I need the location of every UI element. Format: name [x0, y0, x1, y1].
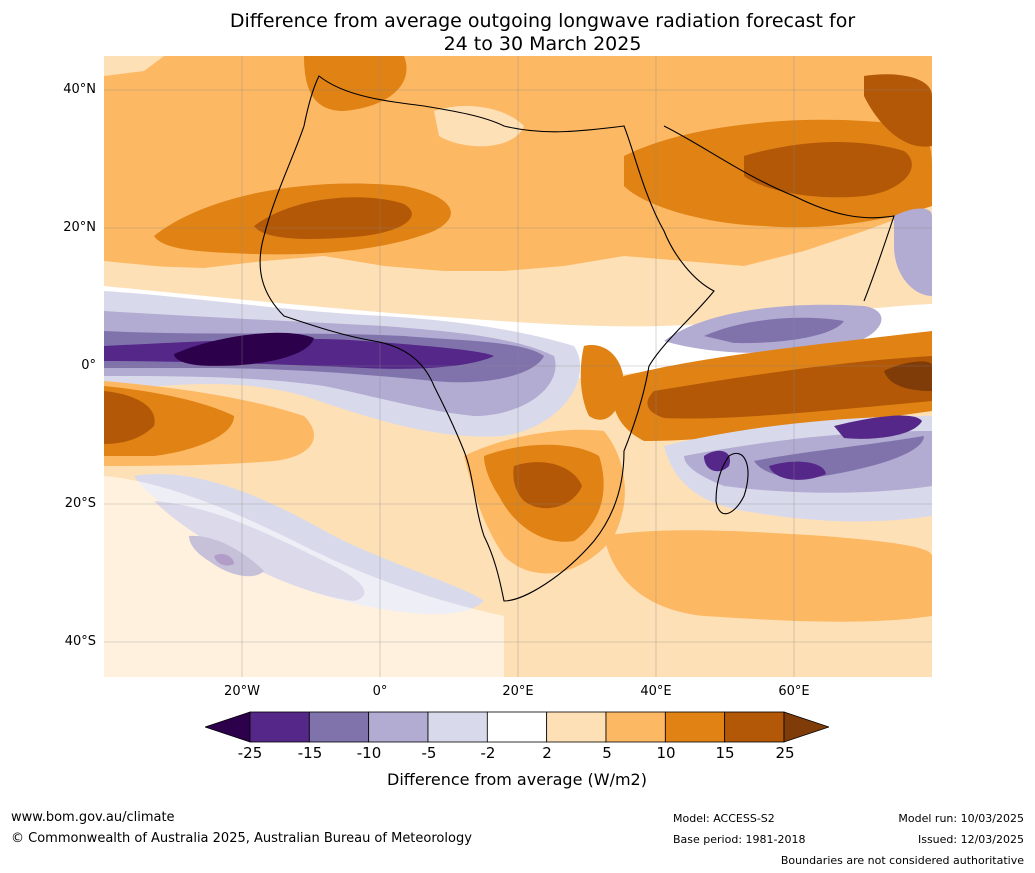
model-run-date: Model run: 10/03/2025 [898, 812, 1024, 825]
lon-label-20e: 20°E [502, 684, 534, 699]
lat-label-0: 0° [81, 358, 96, 373]
base-period: Base period: 1981-2018 [673, 833, 806, 846]
colorbar-extend-low [205, 711, 251, 743]
tropical-atlantic-brown [104, 391, 155, 444]
indian-ocean-south-purple-deep [834, 415, 922, 439]
colorbar-label: -10 [356, 744, 382, 762]
colorbar-label: -2 [480, 744, 496, 762]
equatorial-purple-max [174, 332, 314, 366]
olr-anomaly-map [104, 56, 932, 677]
indian-ocean-north-purple-core [704, 317, 844, 344]
colorbar-label: 5 [602, 744, 612, 762]
colorbar-title: Difference from average (W/m2) [387, 770, 647, 789]
madagascar-channel-purple [769, 461, 826, 480]
colorbar-label: 10 [656, 744, 676, 762]
colorbar-extend-high [783, 711, 829, 743]
colorbar-swatch [368, 711, 429, 743]
lon-label-60e: 60°E [778, 684, 810, 699]
colorbar-swatch [546, 711, 607, 743]
lon-label-0: 0° [372, 684, 388, 699]
colorbar [205, 711, 829, 743]
iran-brown [864, 74, 932, 147]
website-link[interactable]: www.bom.gov.au/climate [11, 810, 175, 825]
colorbar-swatch [249, 711, 310, 743]
coastlines [259, 75, 895, 602]
colorbar-label: 25 [775, 744, 795, 762]
colorbar-label: 15 [715, 744, 735, 762]
colorbar-label: -25 [237, 744, 263, 762]
arabia-brown [744, 141, 912, 198]
arabian-sea-purple [894, 208, 932, 296]
sahara-brown [254, 197, 412, 239]
graticule [104, 56, 932, 677]
colorbar-swatch [724, 711, 785, 743]
lat-label-20n: 20°N [63, 220, 96, 235]
lon-label-40e: 40°E [640, 684, 672, 699]
south-indian-ocean-orange [604, 530, 932, 622]
colorbar-swatch [664, 711, 726, 743]
colorbar-label: -15 [297, 744, 323, 762]
model-name: Model: ACCESS-S2 [673, 812, 775, 825]
colorbar-label: 2 [542, 744, 552, 762]
colorbar-swatch [308, 711, 370, 743]
colorbar-swatch [427, 711, 488, 743]
copyright-text: © Commonwealth of Australia 2025, Austra… [11, 831, 472, 846]
europe-dark-orange [304, 56, 407, 111]
colorbar-swatch [486, 711, 548, 743]
southern-africa-brown [513, 462, 582, 509]
disclaimer: Boundaries are not considered authoritat… [780, 854, 1024, 867]
south-atlantic-white [104, 476, 504, 677]
lat-label-20s: 20°S [64, 496, 96, 511]
indian-ocean-darkest [884, 361, 932, 391]
indian-ocean-brown-band [647, 356, 932, 419]
colorbar-swatch [605, 711, 666, 743]
chart-title-line2: 24 to 30 March 2025 [443, 33, 642, 55]
issued-date: Issued: 12/03/2025 [917, 833, 1024, 846]
mediterranean-light-patch [434, 106, 524, 147]
lat-label-40s: 40°S [64, 634, 96, 649]
chart-title-line1: Difference from average outgoing longwav… [229, 10, 856, 32]
north-white-patch [104, 56, 164, 76]
colorbar-label: -5 [421, 744, 437, 762]
lat-label-40n: 40°N [63, 82, 96, 97]
east-africa-dark-orange [580, 345, 624, 420]
lon-label-20w: 20°W [224, 684, 260, 699]
